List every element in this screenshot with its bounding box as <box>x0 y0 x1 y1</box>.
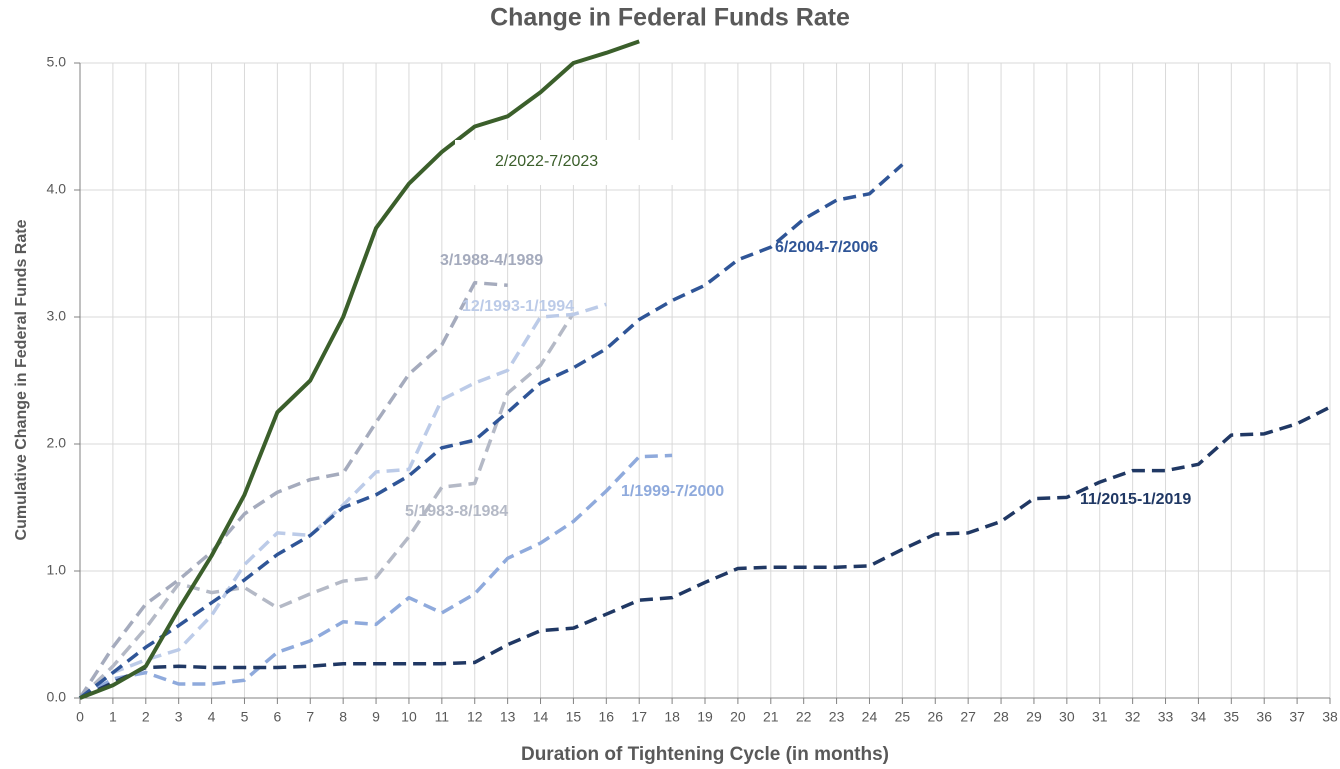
y-axis-title: Cumulative Change in Federal Funds Rate <box>13 219 30 540</box>
series-label: 6/2004-7/2006 <box>775 239 878 256</box>
series-line <box>78 312 575 700</box>
x-tick-label: 5 <box>241 709 249 725</box>
x-tick-label: 13 <box>500 709 516 725</box>
series-line <box>78 163 904 700</box>
x-tick-label: 1 <box>109 709 117 725</box>
x-tick-label: 32 <box>1125 709 1141 725</box>
x-tick-label: 18 <box>664 709 680 725</box>
x-tick-label: 9 <box>372 709 380 725</box>
x-tick-label: 8 <box>339 709 347 725</box>
x-tick-label: 26 <box>927 709 943 725</box>
x-tick-label: 36 <box>1256 709 1272 725</box>
x-tick-label: 11 <box>435 709 450 725</box>
chart-title: Change in Federal Funds Rate <box>490 4 850 32</box>
x-tick-label: 19 <box>697 709 713 725</box>
y-tick-label: 5.0 <box>47 54 67 70</box>
x-tick-label: 31 <box>1092 709 1108 725</box>
y-tick-label: 0.0 <box>47 689 67 705</box>
x-tick-label: 2 <box>142 709 150 725</box>
x-tick-label: 28 <box>993 709 1009 725</box>
series-label: 2/2022-7/2023 <box>495 153 598 170</box>
x-tick-label: 34 <box>1191 709 1207 725</box>
series-line <box>79 39 640 700</box>
x-axis-title: Duration of Tightening Cycle (in months) <box>521 744 889 765</box>
x-tick-label: 33 <box>1158 709 1174 725</box>
series-line <box>78 302 607 700</box>
x-tick-label: 20 <box>730 709 746 725</box>
series-line <box>79 405 1331 700</box>
x-tick-label: 12 <box>467 709 483 725</box>
x-tick-label: 17 <box>631 709 647 725</box>
y-tick-label: 1.0 <box>47 562 67 578</box>
series-label: 3/1988-4/1989 <box>440 252 543 269</box>
x-tick-label: 4 <box>208 709 216 725</box>
y-tick-label: 3.0 <box>47 308 67 324</box>
series-label: 12/1993-1/1994 <box>462 298 574 315</box>
x-tick-label: 7 <box>306 709 314 725</box>
x-tick-label: 16 <box>599 709 615 725</box>
x-tick-label: 25 <box>895 709 911 725</box>
x-tick-label: 22 <box>796 709 812 725</box>
x-tick-label: 15 <box>566 709 582 725</box>
series-label: 5/1983-8/1984 <box>405 503 508 520</box>
x-tick-label: 10 <box>401 709 417 725</box>
x-tick-label: 30 <box>1059 709 1075 725</box>
x-tick-label: 21 <box>763 709 779 725</box>
series-line <box>79 453 673 700</box>
x-tick-label: 27 <box>960 709 976 725</box>
series-line <box>78 280 508 699</box>
x-tick-label: 23 <box>829 709 845 725</box>
x-tick-label: 29 <box>1026 709 1042 725</box>
x-tick-label: 0 <box>76 709 84 725</box>
series-label: 11/2015-1/2019 <box>1080 491 1191 508</box>
x-tick-label: 24 <box>862 709 878 725</box>
x-tick-label: 14 <box>533 709 549 725</box>
x-tick-label: 3 <box>175 709 183 725</box>
x-tick-label: 6 <box>273 709 281 725</box>
label-box <box>455 140 690 185</box>
x-tick-label: 37 <box>1289 709 1305 725</box>
x-tick-label: 38 <box>1322 709 1338 725</box>
x-tick-label: 35 <box>1224 709 1240 725</box>
y-tick-label: 2.0 <box>47 435 67 451</box>
series-label: 1/1999-7/2000 <box>621 483 724 500</box>
y-tick-label: 4.0 <box>47 181 67 197</box>
